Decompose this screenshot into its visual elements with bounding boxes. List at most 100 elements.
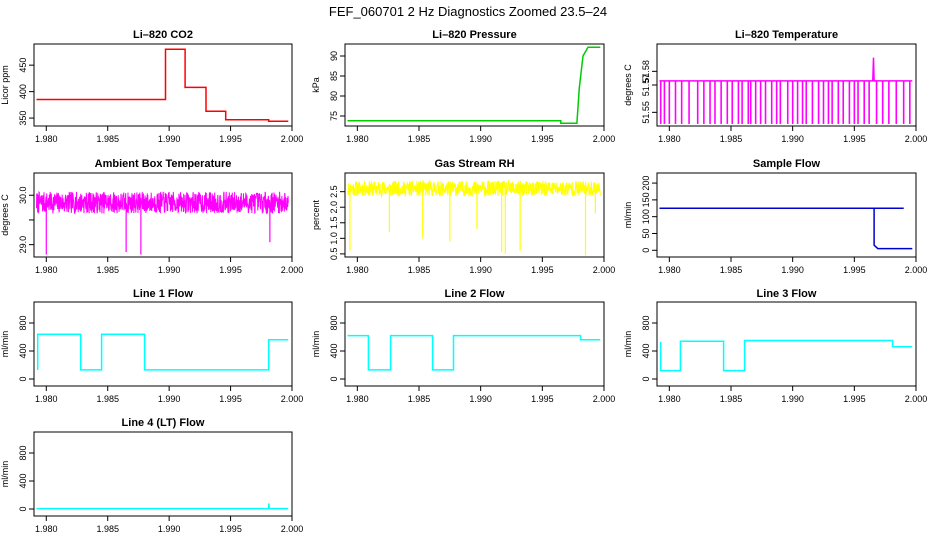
x-tick-label: 1.990 — [469, 134, 492, 144]
y-tick-label: 1.5 — [329, 217, 339, 230]
y-tick-label: 0 — [641, 376, 651, 381]
y-axis-label: Licor ppm — [0, 65, 10, 105]
x-tick-label: 2.000 — [593, 134, 616, 144]
series-path — [347, 179, 601, 199]
chart-title: Line 4 (LT) Flow — [122, 417, 205, 429]
y-axis-label: percent — [311, 199, 321, 230]
chart-panel: Li–820 CO2 1.980 1.985 1.990 1.995 2.000 350 40… — [0, 29, 303, 144]
x-tick-label: 1.995 — [843, 134, 866, 144]
x-tick-label: 1.990 — [158, 394, 181, 404]
plot-frame — [344, 43, 605, 127]
y-tick-label: 400 — [18, 84, 28, 99]
chart-title: Line 2 Flow — [445, 288, 505, 300]
chart-panel: Line 2 Flow 1.980 1.985 1.990 1.995 2.000 0 400… — [311, 288, 615, 404]
x-tick-label: 2.000 — [281, 265, 304, 275]
y-tick-label: 85 — [329, 71, 339, 81]
series-line — [347, 179, 601, 256]
y-tick-label: 200 — [641, 176, 651, 191]
y-tick-label: 0.5 — [329, 248, 339, 261]
series-line — [659, 207, 913, 250]
y-tick-label: 75 — [329, 111, 339, 121]
x-tick-label: 1.990 — [158, 134, 181, 144]
series-line — [36, 48, 289, 122]
y-tick-label: 0 — [18, 376, 28, 381]
x-tick-label: 1.985 — [96, 134, 119, 144]
chart-panel: Line 1 Flow 1.980 1.985 1.990 1.995 2.000 0 400… — [0, 288, 303, 404]
x-tick-label: 1.985 — [720, 265, 743, 275]
series-line — [347, 46, 601, 124]
x-tick-label: 1.980 — [35, 394, 58, 404]
x-tick-label: 1.980 — [658, 394, 681, 404]
x-tick-label: 1.995 — [843, 394, 866, 404]
series-path — [659, 57, 913, 82]
x-tick-label: 2.000 — [905, 394, 928, 404]
x-tick-label: 1.980 — [346, 134, 369, 144]
plot-frame — [33, 431, 293, 517]
series-line — [36, 190, 289, 255]
chart-panel: Line 4 (LT) Flow 1.980 1.985 1.990 1.995 2.00… — [0, 417, 303, 534]
series-path — [659, 207, 913, 250]
x-tick-label: 2.000 — [593, 394, 616, 404]
y-axis-label: degrees C — [623, 64, 633, 106]
y-tick-label: 0 — [18, 506, 28, 511]
x-tick-label: 1.995 — [219, 524, 242, 534]
x-tick-label: 1.995 — [531, 134, 554, 144]
chart-title: Gas Stream RH — [434, 158, 514, 170]
x-tick-label: 1.980 — [35, 265, 58, 275]
y-tick-label: 51.58 — [641, 60, 651, 83]
x-tick-label: 2.000 — [281, 134, 304, 144]
chart-title: Li–820 Temperature — [735, 29, 838, 41]
x-tick-label: 1.990 — [469, 265, 492, 275]
chart-title: Ambient Box Temperature — [95, 158, 232, 170]
y-tick-label: 800 — [18, 315, 28, 330]
y-tick-label: 450 — [18, 58, 28, 73]
plot-frame — [33, 172, 293, 258]
y-axis-label: degrees C — [0, 194, 10, 236]
y-tick-label: 800 — [18, 445, 28, 460]
y-axis-label: ml/min — [623, 202, 633, 229]
x-tick-label: 1.985 — [720, 134, 743, 144]
chart-panel: Li–820 Temperature 1.980 1.985 1.990 1.995 2.… — [623, 29, 927, 144]
plot-frame — [656, 172, 917, 258]
y-tick-label: 400 — [18, 473, 28, 488]
chart-panel: Ambient Box Temperature 1.980 1.985 1.990 1.… — [0, 158, 303, 275]
series-line — [36, 333, 289, 371]
x-tick-label: 1.995 — [843, 265, 866, 275]
y-tick-label: 800 — [329, 315, 339, 330]
plot-frame — [344, 172, 605, 258]
plot-frame — [33, 43, 293, 127]
y-tick-label: 400 — [18, 343, 28, 358]
x-tick-label: 1.995 — [531, 394, 554, 404]
x-tick-label: 1.985 — [96, 524, 119, 534]
x-tick-label: 1.995 — [219, 394, 242, 404]
x-tick-label: 2.000 — [281, 394, 304, 404]
y-axis-label: ml/min — [311, 331, 321, 358]
series-path — [36, 48, 289, 122]
series-path — [347, 334, 601, 371]
chart-panel: Gas Stream RH 1.980 1.985 1.990 1.995 2.000 0.… — [311, 158, 615, 275]
x-tick-label: 2.000 — [905, 134, 928, 144]
series-path — [36, 190, 289, 215]
series-path — [347, 46, 601, 124]
y-tick-label: 2.0 — [329, 201, 339, 214]
plot-frame — [33, 301, 293, 387]
y-axis-label: kPa — [311, 77, 321, 93]
series-line — [659, 339, 913, 372]
x-tick-label: 2.000 — [905, 265, 928, 275]
x-tick-label: 1.980 — [658, 265, 681, 275]
series-path — [36, 333, 289, 371]
y-tick-label: 29.0 — [18, 236, 28, 254]
y-axis-label: ml/min — [623, 331, 633, 358]
y-tick-label: 100 — [641, 209, 651, 224]
chart-panel: Line 3 Flow 1.980 1.985 1.990 1.995 2.000 0 400… — [623, 288, 927, 404]
y-tick-label: 400 — [329, 343, 339, 358]
series-line — [659, 57, 913, 124]
y-tick-label: 2.5 — [329, 185, 339, 198]
y-tick-label: 90 — [329, 51, 339, 61]
y-tick-label: 50 — [641, 228, 651, 238]
chart-panel: Sample Flow 1.980 1.985 1.990 1.995 2.000 0 50 1… — [623, 158, 927, 275]
chart-title: Sample Flow — [753, 158, 821, 170]
x-tick-label: 2.000 — [281, 524, 304, 534]
